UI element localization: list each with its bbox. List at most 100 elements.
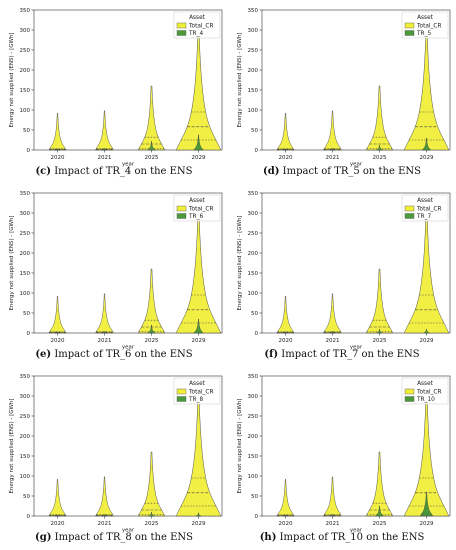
caption-h: (h) Impact of TR_10 on the ENS bbox=[259, 532, 425, 543]
x-tick-label: 2025 bbox=[373, 338, 387, 344]
violin-tr-4-2025 bbox=[147, 140, 156, 151]
caption-e: (e) Impact of TR_6 on the ENS bbox=[35, 349, 193, 360]
violin-tr-6-2025 bbox=[147, 324, 156, 334]
violin-tr-5-2021 bbox=[329, 148, 336, 151]
caption-g: (g) Impact of TR_8 on the ENS bbox=[35, 532, 193, 543]
y-tick-label: 50 bbox=[251, 311, 258, 317]
legend-label-total-cr: Total_CR bbox=[188, 390, 214, 396]
chart-panel-d: 0 50 100 150 200 250 300 350 Energy not supplied… bbox=[228, 0, 456, 183]
y-tick-label: 200 bbox=[20, 68, 31, 74]
violin-tr-10-2021 bbox=[329, 514, 336, 517]
legend-title: Asset bbox=[417, 198, 434, 204]
violin-tr-5-2025 bbox=[375, 144, 384, 151]
legend-swatch-tr-6 bbox=[176, 213, 187, 219]
violin-total-cr-2020 bbox=[48, 478, 67, 517]
x-tick-label: 2021 bbox=[98, 338, 112, 344]
y-tick-label: 150 bbox=[248, 88, 259, 94]
violin-total-cr-2025 bbox=[137, 85, 166, 151]
x-tick-label: 2020 bbox=[51, 338, 65, 344]
legend-label-tr-7: TR_7 bbox=[416, 214, 431, 220]
y-tick-label: 50 bbox=[251, 494, 258, 500]
y-tick-label: 250 bbox=[248, 231, 259, 237]
legend-label-tr-10: TR_10 bbox=[416, 397, 435, 403]
x-axis-label: year bbox=[122, 528, 135, 534]
x-tick-label: 2025 bbox=[145, 155, 159, 161]
y-tick-label: 300 bbox=[248, 394, 259, 400]
violin-total-cr-2020 bbox=[276, 478, 295, 517]
violin-tr-7-2021 bbox=[329, 331, 336, 334]
violin-total-cr-2025 bbox=[365, 85, 394, 151]
legend-swatch-total-cr bbox=[176, 22, 187, 29]
violin-total-cr-2021 bbox=[95, 110, 114, 151]
y-axis-label: Energy not supplied (ENS) - [GWh] bbox=[237, 32, 243, 127]
violin-chart-d: 0 50 100 150 200 250 300 350 Energy not supplied… bbox=[237, 8, 451, 168]
x-tick-label: 2021 bbox=[98, 521, 112, 527]
x-tick-label: 2020 bbox=[51, 521, 65, 527]
x-tick-label: 2025 bbox=[373, 155, 387, 161]
y-tick-label: 300 bbox=[248, 211, 259, 217]
y-tick-label: 150 bbox=[20, 88, 31, 94]
legend-title: Asset bbox=[417, 15, 434, 21]
y-axis-label: Energy not supplied (ENS) - [GWh] bbox=[9, 398, 15, 493]
caption-d: (d) Impact of TR_5 on the ENS bbox=[263, 166, 421, 177]
y-tick-label: 300 bbox=[20, 394, 31, 400]
legend-swatch-tr-7 bbox=[404, 213, 415, 219]
x-axis-label: year bbox=[350, 162, 363, 168]
violin-tr-5-2020 bbox=[283, 148, 288, 151]
violin-tr-6-2021 bbox=[101, 331, 108, 334]
violin-tr-4-2020 bbox=[55, 148, 60, 151]
x-tick-label: 2021 bbox=[326, 521, 340, 527]
x-tick-label: 2020 bbox=[279, 521, 293, 527]
violin-total-cr-2021 bbox=[323, 110, 342, 151]
legend-title: Asset bbox=[189, 381, 206, 387]
x-axis-label: year bbox=[350, 345, 363, 351]
violin-tr-7-2025 bbox=[375, 328, 384, 334]
legend-swatch-total-cr bbox=[404, 22, 415, 29]
legend-label-tr-4: TR_4 bbox=[188, 31, 203, 37]
legend-swatch-tr-8 bbox=[176, 396, 187, 402]
violin-tr-4-2029 bbox=[193, 134, 204, 151]
y-tick-label: 0 bbox=[255, 148, 259, 154]
legend-swatch-tr-10 bbox=[404, 396, 415, 402]
y-tick-label: 200 bbox=[248, 434, 259, 440]
violin-chart-g: 0 50 100 150 200 250 300 350 Energy not supplied… bbox=[9, 374, 223, 534]
x-tick-label: 2025 bbox=[145, 521, 159, 527]
violin-tr-8-2029 bbox=[195, 512, 202, 517]
violin-total-cr-2020 bbox=[48, 295, 67, 334]
y-tick-label: 200 bbox=[248, 251, 259, 257]
violin-chart-h: 0 50 100 150 200 250 300 350 Energy not supplied… bbox=[237, 374, 451, 534]
x-tick-label: 2021 bbox=[326, 338, 340, 344]
caption-c: (c) Impact of TR_4 on the ENS bbox=[35, 166, 193, 177]
violin-tr-7-2029 bbox=[422, 328, 431, 334]
x-tick-label: 2025 bbox=[145, 338, 159, 344]
violin-tr-6-2029 bbox=[193, 318, 204, 334]
y-tick-label: 100 bbox=[20, 474, 31, 480]
violin-tr-6-2020 bbox=[55, 331, 60, 334]
x-tick-label: 2029 bbox=[420, 521, 434, 527]
y-tick-label: 300 bbox=[248, 28, 259, 34]
violin-total-cr-2020 bbox=[48, 112, 67, 151]
legend-label-total-cr: Total_CR bbox=[416, 207, 442, 213]
y-tick-label: 350 bbox=[20, 374, 31, 380]
y-axis-label: Energy not supplied (ENS) - [GWh] bbox=[9, 215, 15, 310]
x-tick-label: 2029 bbox=[192, 338, 206, 344]
violin-total-cr-2021 bbox=[323, 293, 342, 334]
violin-chart-e: 0 50 100 150 200 250 300 350 Energy not supplied… bbox=[9, 191, 223, 351]
violin-tr-10-2020 bbox=[283, 514, 288, 517]
y-tick-label: 50 bbox=[23, 128, 30, 134]
y-tick-label: 100 bbox=[20, 108, 31, 114]
y-tick-label: 350 bbox=[20, 8, 31, 14]
y-tick-label: 100 bbox=[248, 474, 259, 480]
y-tick-label: 0 bbox=[27, 514, 31, 520]
violin-chart-f: 0 50 100 150 200 250 300 350 Energy not supplied… bbox=[237, 191, 451, 351]
violin-total-cr-2020 bbox=[276, 295, 295, 334]
violin-total-cr-2021 bbox=[95, 476, 114, 517]
violin-total-cr-2021 bbox=[95, 293, 114, 334]
y-tick-label: 250 bbox=[20, 231, 31, 237]
legend-label-total-cr: Total_CR bbox=[416, 24, 442, 30]
x-tick-label: 2020 bbox=[279, 338, 293, 344]
y-tick-label: 0 bbox=[27, 148, 31, 154]
violin-tr-8-2025 bbox=[147, 511, 156, 517]
legend-swatch-total-cr bbox=[176, 205, 187, 212]
violin-tr-4-2021 bbox=[101, 148, 108, 151]
